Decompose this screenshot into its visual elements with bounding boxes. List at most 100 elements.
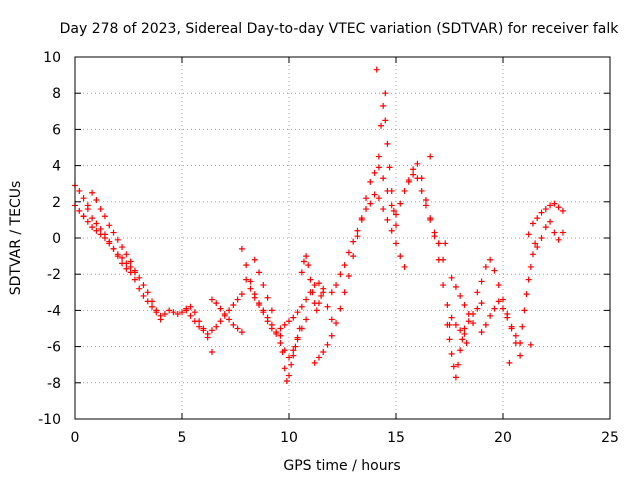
gridlines — [75, 57, 610, 419]
data-point — [525, 231, 532, 238]
data-point — [555, 204, 562, 211]
data-point — [286, 372, 292, 379]
data-point — [386, 164, 393, 171]
data-point — [157, 316, 164, 323]
series-arc5 — [208, 296, 245, 336]
data-point — [431, 233, 438, 240]
data-point — [397, 200, 404, 207]
x-tick-label: 10 — [280, 430, 298, 446]
data-point — [238, 245, 245, 252]
data-point — [555, 236, 562, 243]
data-point — [315, 280, 322, 287]
data-point — [529, 251, 536, 258]
data-point — [341, 262, 348, 269]
data-point — [315, 354, 322, 361]
x-tick-label: 25 — [601, 430, 619, 446]
data-point — [452, 283, 459, 290]
data-point — [243, 276, 250, 283]
data-point — [256, 269, 263, 276]
data-point — [76, 187, 83, 194]
data-point — [290, 347, 297, 354]
data-point — [136, 274, 143, 281]
data-point — [559, 207, 566, 214]
data-point — [153, 307, 160, 314]
data-point — [251, 256, 258, 263]
y-tick-label: -2 — [47, 267, 61, 283]
data-point — [547, 202, 554, 209]
data-point — [534, 244, 541, 251]
data-point — [179, 309, 185, 316]
data-point — [487, 256, 494, 263]
data-point — [542, 224, 549, 231]
data-point — [559, 229, 566, 236]
data-point — [482, 263, 489, 270]
data-point — [191, 309, 198, 316]
data-point — [84, 202, 91, 209]
y-tick-label: 6 — [52, 122, 61, 138]
data-point — [101, 235, 108, 241]
chart-title: Day 278 of 2023, Sidereal Day-to-day VTE… — [60, 21, 620, 37]
y-tick-label: 0 — [52, 231, 61, 247]
data-point — [345, 273, 352, 280]
data-point — [264, 314, 271, 321]
data-point — [226, 307, 233, 314]
data-point — [234, 325, 241, 332]
data-point — [230, 301, 237, 308]
data-point — [350, 238, 357, 245]
data-point — [80, 195, 87, 202]
data-point — [286, 354, 292, 361]
data-point — [123, 260, 130, 267]
data-point — [256, 301, 263, 308]
data-point — [527, 341, 534, 348]
data-point — [93, 227, 100, 234]
series-arc16 — [448, 274, 477, 327]
data-point — [305, 262, 312, 269]
data-point — [538, 235, 545, 241]
data-point — [470, 320, 477, 327]
data-point — [337, 271, 344, 278]
data-point — [114, 251, 121, 258]
data-point — [208, 327, 215, 334]
data-point — [187, 312, 194, 319]
data-point — [461, 301, 468, 308]
y-tick-label: 8 — [52, 86, 61, 102]
data-point — [89, 189, 96, 196]
data-point — [311, 282, 318, 289]
data-point — [238, 291, 245, 298]
data-point — [320, 349, 327, 356]
data-point — [247, 285, 254, 292]
data-point — [388, 187, 395, 194]
data-point — [213, 323, 220, 330]
data-point — [283, 377, 290, 384]
data-point — [149, 298, 156, 305]
data-point — [371, 191, 378, 198]
data-point — [478, 300, 485, 307]
data-point — [487, 312, 494, 319]
data-point — [166, 307, 173, 314]
series-arc8 — [251, 256, 275, 314]
data-point — [547, 218, 554, 225]
data-point — [440, 282, 447, 289]
data-point — [354, 233, 361, 240]
data-point — [512, 332, 519, 339]
data-point — [303, 253, 310, 260]
data-point — [500, 305, 506, 312]
data-point — [221, 311, 228, 318]
data-point — [452, 321, 459, 328]
data-point — [418, 175, 425, 182]
data-point — [230, 321, 237, 328]
data-point — [234, 296, 241, 303]
data-point — [380, 206, 387, 213]
data-point — [345, 249, 352, 256]
data-point — [427, 153, 434, 160]
data-point — [183, 307, 190, 314]
data-point — [446, 321, 453, 328]
data-point — [363, 206, 370, 213]
series-arc11 — [311, 164, 447, 366]
data-point — [290, 314, 297, 321]
series-arc14 — [405, 160, 485, 334]
data-point — [204, 330, 211, 337]
data-point — [435, 256, 442, 263]
y-tick-label: -8 — [47, 376, 61, 392]
data-point — [97, 206, 104, 213]
